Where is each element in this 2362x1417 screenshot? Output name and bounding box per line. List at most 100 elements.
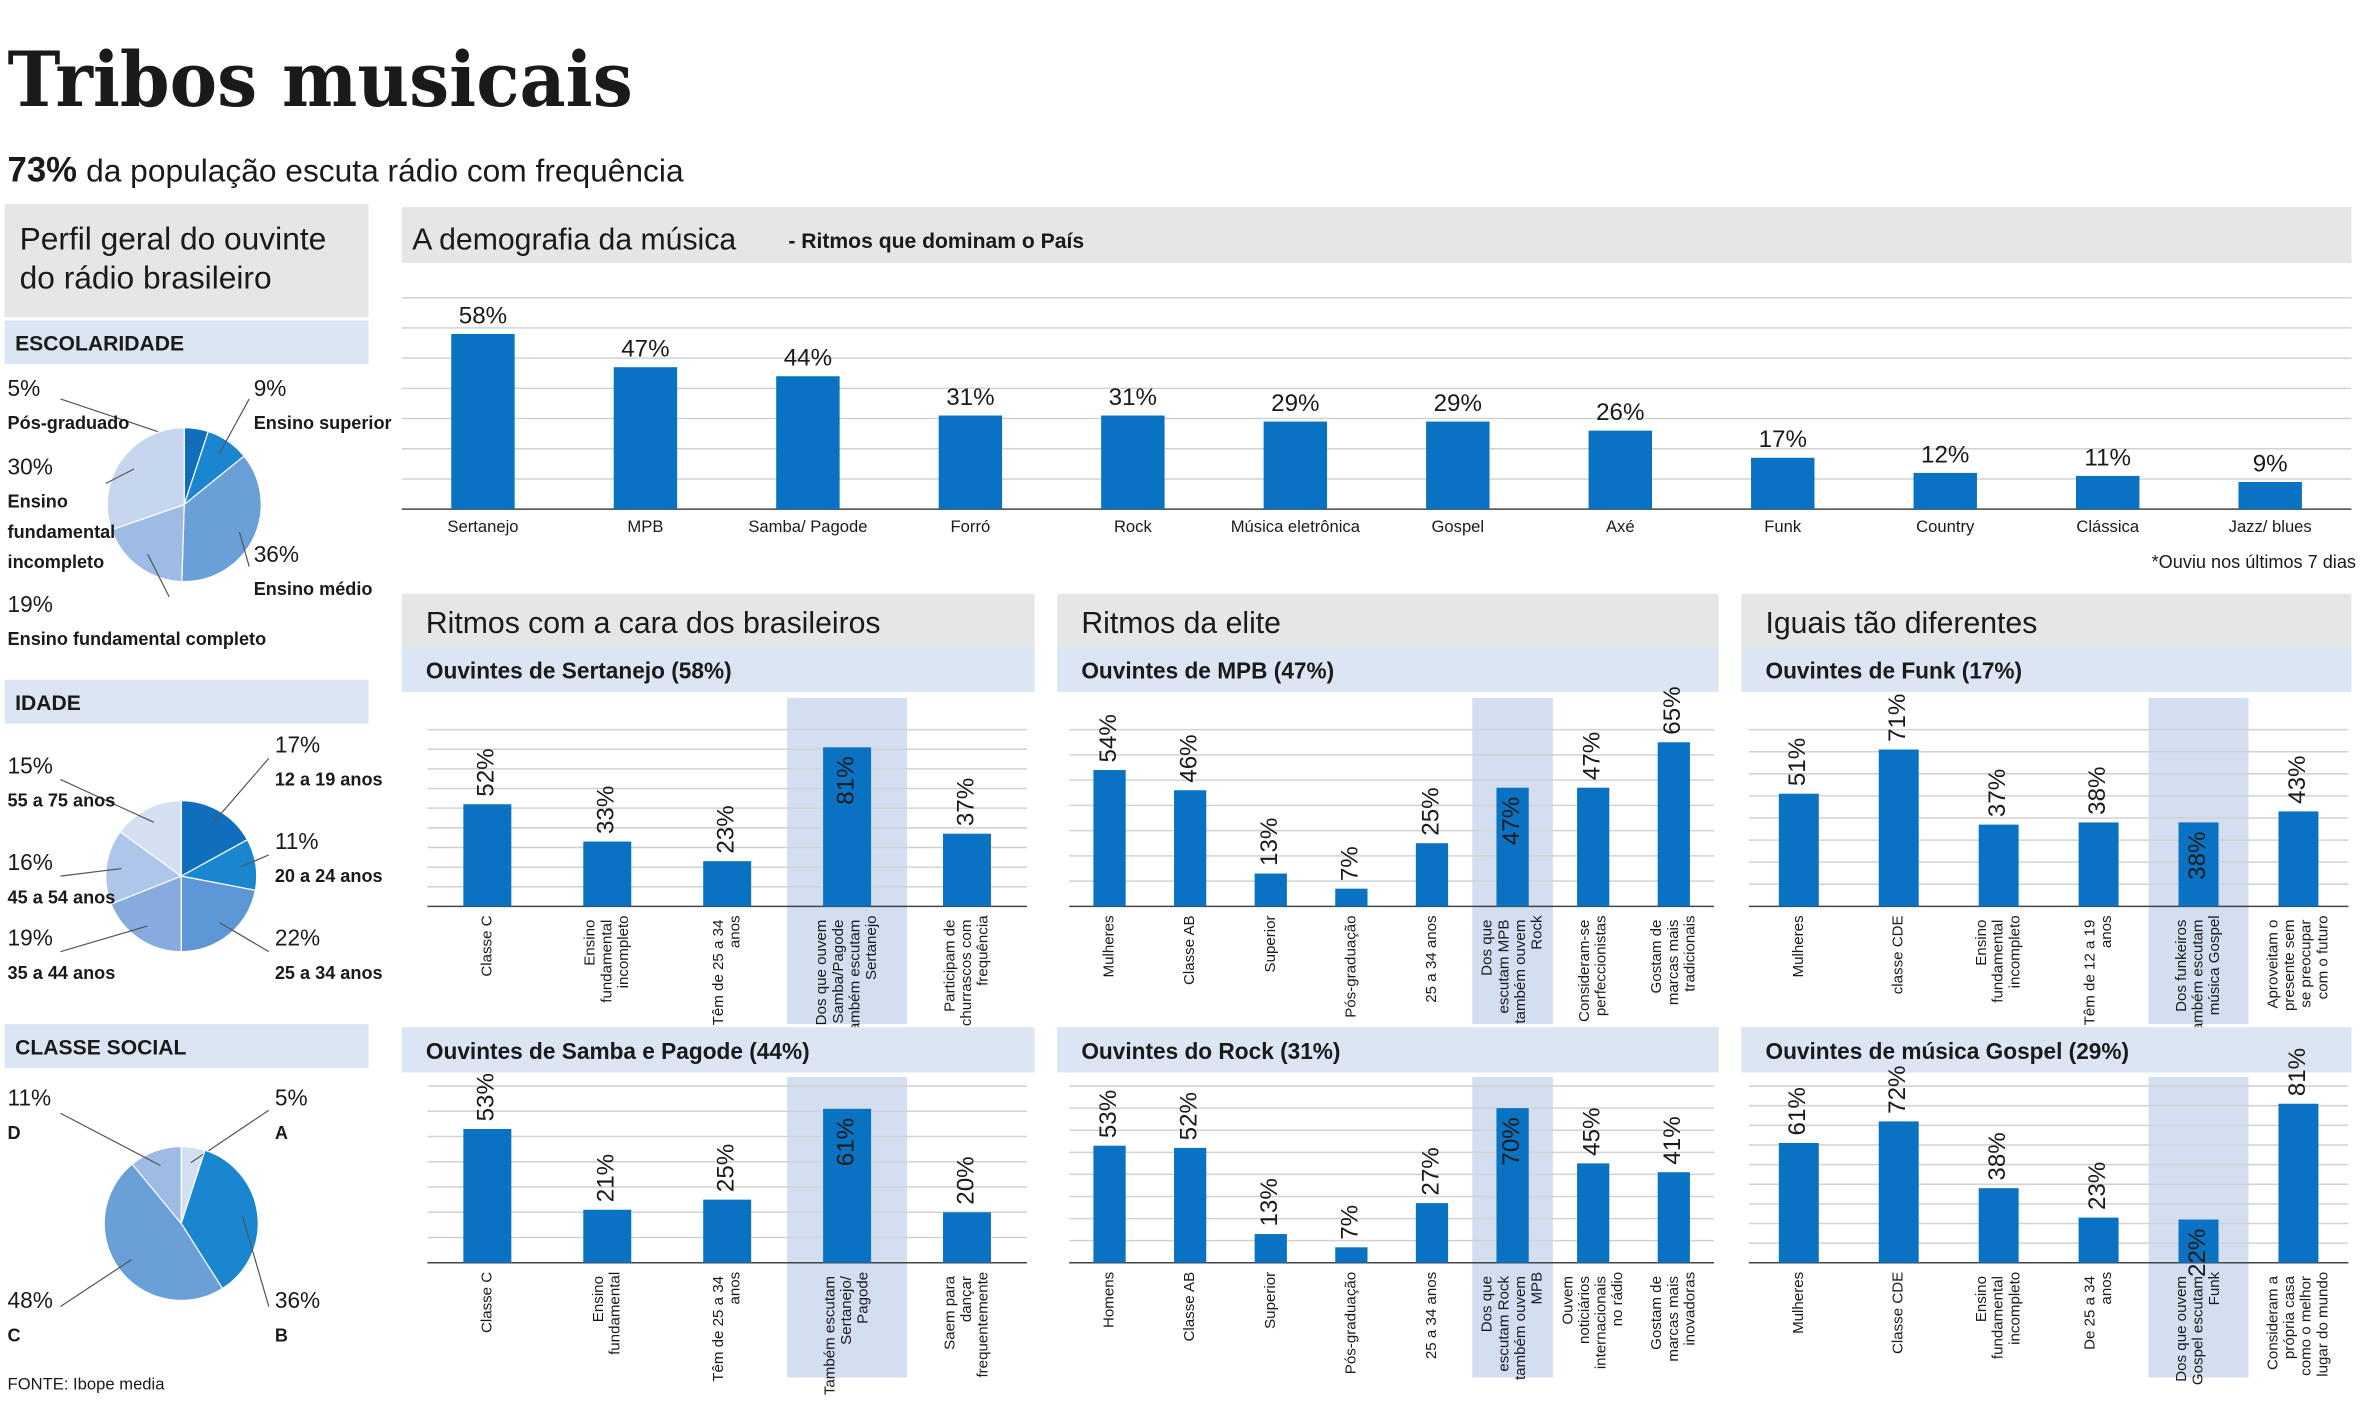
panel-title: Perfil geral do ouvinte do rádio brasile… [20,220,335,295]
bar-value-label: 27% [1417,1147,1444,1195]
chart-subtitle: - Ritmos que dominam o País [788,230,1084,253]
x-tick-label: Jazz/ blues [2229,517,2312,536]
x-tick-label: 25 a 34 anos [1423,1272,1440,1359]
bar [703,1199,752,1263]
x-tick-label: Classe CDE [1890,1272,1907,1354]
pie-value-label: 9% [254,375,287,401]
bar [2076,475,2140,510]
x-tick-label: Country [1916,517,1975,536]
bar-value-label: 61% [1784,1087,1811,1135]
section-title-box [401,593,1035,647]
pie-slice [181,455,262,583]
x-tick-label: Mulheres [1790,1272,1807,1334]
bar [2178,822,2219,907]
x-tick-label: Dos que ouvem Gospel escutam Funk [2173,1271,2223,1385]
bar [1174,790,1207,907]
chart-header-box [1741,1027,2352,1073]
chart-title: Ouvintes de MPB (47%) [1081,657,1334,683]
leader-line [219,922,270,953]
x-tick-label: Dos funkeiros também escutam música Gosp… [2173,915,2223,1035]
bar [1657,1172,1690,1263]
bar [703,861,752,907]
pie-category-label: C [8,1325,21,1345]
pie-category-label: Pós-graduado [8,413,130,433]
pie-category-label: 35 a 44 anos [8,963,116,983]
bar-value-label: 26% [1596,399,1644,426]
bar [2278,811,2319,907]
bar [1263,421,1328,510]
chart-title: Ouvintes de Sertanejo (58%) [426,657,732,683]
bar-value-label: 53% [473,1073,500,1121]
leader-line [238,531,250,567]
bar-value-label: 47% [621,336,669,363]
bar-value-label: 52% [473,748,500,796]
x-tick-label: Dos que escutam Rock também ouvem MPB [1479,1272,1546,1380]
x-tick-label: Clássica [2076,517,2140,536]
x-tick-label: Funk [1764,517,1802,536]
pie-category-label: Ensino médio [254,579,373,599]
panel-title-box [4,204,369,318]
bar [823,747,872,907]
bar-value-label: 13% [1256,818,1283,866]
bar [583,841,632,907]
leader-line [60,778,155,823]
pie-value-label: 36% [254,541,299,567]
pie-value-label: 36% [275,1287,320,1313]
x-tick-label: Consideram-se perfeccionistas [1576,915,1610,1022]
bar [1101,415,1165,510]
pie-slice [103,1163,224,1302]
x-tick-label: Sertanejo [447,517,518,536]
bar-value-label: 29% [1434,390,1482,417]
x-tick-label: Classe AB [1181,915,1198,985]
bar-value-label: 22% [2184,1229,2211,1277]
x-tick-label: Superior [1262,1272,1279,1329]
leader-line [60,1259,132,1308]
bar-value-label: 53% [1095,1090,1122,1138]
bar-value-label: 38% [1984,1132,2011,1180]
x-tick-label: Rock [1114,517,1153,536]
subtitle: 73% da população escuta rádio com frequên… [8,151,684,189]
x-tick-label: Samba/ Pagode [748,517,867,536]
bar-value-label: 72% [1884,1065,1911,1113]
bar [2238,481,2302,510]
leader-line [60,1112,161,1167]
x-tick-label: De 25 a 34 anos [2081,1272,2115,1350]
bar-value-label: 31% [946,384,994,411]
bar [1751,457,1815,510]
x-tick-label: Saem para dançar frequentemente [941,1272,991,1378]
x-tick-label: Aproveitam o presente sem se preocupar c… [2265,915,2332,1011]
pie-category-label: 20 a 24 anos [275,866,383,886]
pie-value-label: 11% [275,828,319,854]
section-header-box [4,320,369,365]
pie-value-label: 11% [8,1085,52,1111]
bar [943,1212,991,1263]
pie-slice [180,875,257,953]
chart-header-box [1057,646,1719,692]
pie-value-label: 22% [275,925,320,951]
x-tick-label: Classe C [478,915,495,976]
bar [1335,888,1368,907]
bar [1254,873,1287,907]
x-tick-label: Também escutam Sertanejo/ Pagode [821,1272,871,1395]
leader-line [60,867,122,877]
bar [1335,1247,1368,1263]
bar-value-label: 23% [713,805,740,853]
bar-value-label: 31% [1109,384,1157,411]
leader-line [105,468,135,485]
pie-slice [119,800,182,878]
bar-value-label: 17% [1759,426,1807,453]
bar-value-label: 7% [1337,1205,1364,1240]
bar [2278,1103,2319,1263]
x-tick-label: Têm de 25 a 34 anos [710,915,744,1025]
bar [1913,472,1977,510]
bar-value-label: 33% [593,786,620,834]
pie-title: IDADE [15,692,81,715]
pie-slice [180,800,249,878]
bar-value-label: 11% [2084,444,2131,471]
pie-category-label: 55 a 75 anos [8,791,116,811]
pie-title: ESCOLARIDADE [15,333,184,356]
x-tick-label: Participam de churrascos com frequência [941,915,991,1026]
leader-line [240,854,270,868]
chart-title: Ouvintes de música Gospel (29%) [1765,1038,2129,1064]
